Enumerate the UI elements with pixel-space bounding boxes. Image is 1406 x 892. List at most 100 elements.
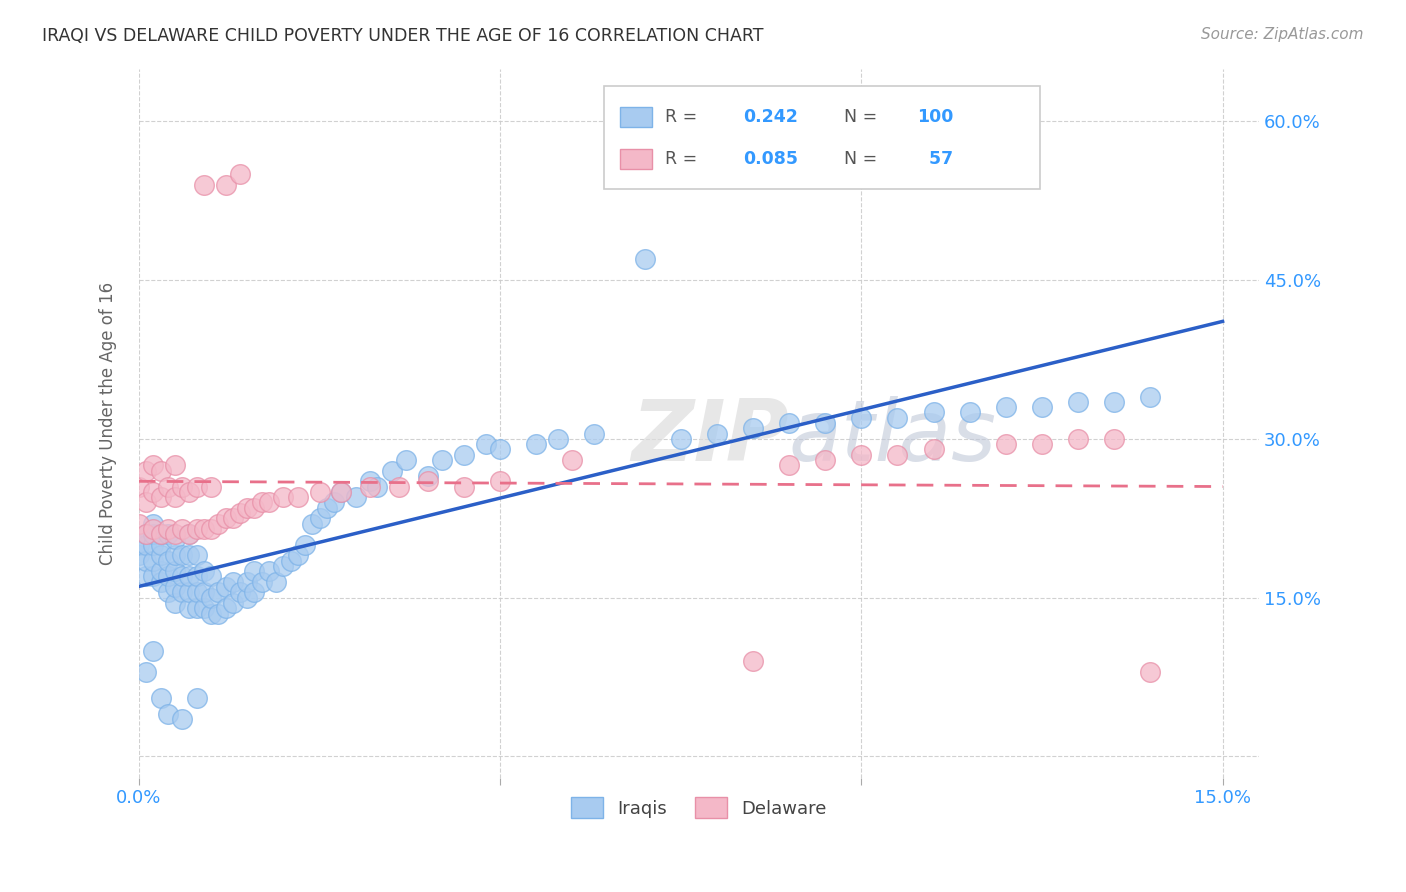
Point [489,442,512,457]
Point [156,479,179,493]
Point [416,469,439,483]
Point [200,607,222,621]
Point [474,437,496,451]
Point [1067,432,1090,446]
Point [149,527,172,541]
Point [163,580,186,594]
Point [193,601,215,615]
Point [922,442,945,457]
Point [163,564,186,578]
Point [186,479,208,493]
Point [186,549,208,563]
Point [669,432,692,446]
Point [308,484,330,499]
Point [257,564,280,578]
Point [156,553,179,567]
Text: IRAQI VS DELAWARE CHILD POVERTY UNDER THE AGE OF 16 CORRELATION CHART: IRAQI VS DELAWARE CHILD POVERTY UNDER TH… [42,27,763,45]
Point [128,538,150,552]
Point [489,475,512,489]
Point [163,533,186,547]
Point [149,564,172,578]
Point [706,426,728,441]
Point [128,479,150,493]
Point [163,596,186,610]
Point [214,601,236,615]
Point [142,516,165,531]
Point [547,432,569,446]
Point [163,549,186,563]
Point [1102,395,1125,409]
Point [179,527,201,541]
Point [172,585,194,599]
Point [135,665,157,679]
Point [395,453,418,467]
Point [149,464,172,478]
Point [453,479,475,493]
Point [200,591,222,605]
Point [1031,400,1053,414]
Point [214,178,236,192]
Point [179,527,201,541]
Point [323,495,346,509]
Point [163,527,186,541]
Point [273,490,295,504]
Point [257,495,280,509]
Point [236,591,259,605]
Point [366,479,388,493]
Point [851,448,873,462]
Point [222,574,245,589]
Point [250,495,273,509]
Point [149,574,172,589]
FancyBboxPatch shape [603,87,1040,189]
Text: ZIP: ZIP [631,396,789,479]
Point [142,643,165,657]
Point [163,490,186,504]
Text: 100: 100 [917,108,953,126]
Point [330,484,353,499]
Point [149,691,172,706]
Point [432,453,454,467]
Point [524,437,547,451]
Y-axis label: Child Poverty Under the Age of 16: Child Poverty Under the Age of 16 [100,282,117,565]
Point [994,400,1017,414]
Point [229,506,252,520]
Point [149,549,172,563]
Point [135,464,157,478]
Point [142,569,165,583]
Point [142,484,165,499]
Point [561,453,583,467]
Point [583,426,606,441]
Point [135,527,157,541]
Point [778,458,800,473]
Point [179,601,201,615]
Point [742,654,765,668]
Point [200,479,222,493]
Point [172,479,194,493]
Point [186,601,208,615]
Point [179,585,201,599]
Point [814,416,837,430]
Point [200,569,222,583]
Text: 57: 57 [917,150,953,169]
Text: 0.242: 0.242 [744,108,799,126]
Point [149,490,172,504]
Legend: Iraqis, Delaware: Iraqis, Delaware [564,790,834,825]
Point [193,522,215,536]
Point [179,549,201,563]
Point [156,569,179,583]
Point [851,410,873,425]
Point [207,585,229,599]
Point [453,448,475,462]
Point [128,549,150,563]
Point [742,421,765,435]
Point [344,490,367,504]
Point [193,178,215,192]
Point [142,527,165,541]
Point [273,558,295,573]
Point [135,495,157,509]
Point [200,522,222,536]
Point [135,527,157,541]
Point [128,516,150,531]
Point [1139,390,1161,404]
Point [1139,665,1161,679]
